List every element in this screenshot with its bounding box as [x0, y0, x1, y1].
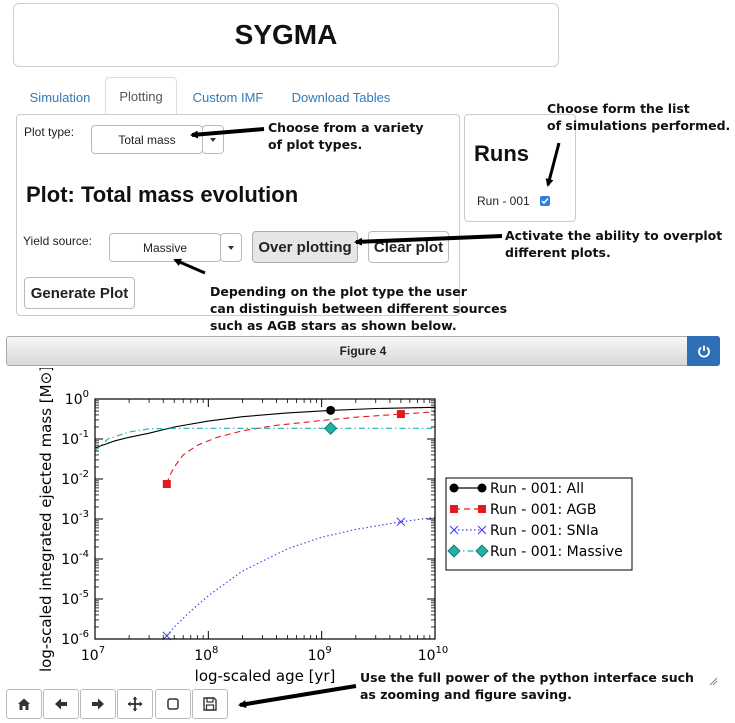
tab-download-tables[interactable]: Download Tables	[291, 89, 391, 105]
arrow-to-toolbar	[238, 684, 357, 708]
run-label: Run - 001	[477, 194, 530, 208]
arrow-to-run-checkbox	[545, 142, 561, 187]
pan-icon	[127, 696, 143, 712]
x-tick-label: 109	[308, 645, 332, 664]
legend-marker-1	[478, 505, 486, 513]
forward-button[interactable]	[80, 689, 116, 719]
home-button[interactable]	[6, 689, 42, 719]
arrow-to-plot-type	[190, 127, 265, 139]
plot-area	[95, 399, 435, 639]
chevron-down-icon	[210, 137, 216, 142]
resize-grip-icon[interactable]	[708, 676, 718, 686]
runs-heading: Runs	[474, 141, 529, 166]
y-axis-label: log-scaled integrated ejected mass [M⊙]	[37, 368, 55, 672]
zoom-rect-button[interactable]	[155, 689, 191, 719]
y-tick-label: 100	[65, 389, 89, 408]
note-plot-types: Choose from a variety of plot types.	[268, 120, 424, 152]
y-tick-label: 10-6	[61, 629, 89, 648]
plot-heading: Plot: Total mass evolution	[26, 182, 299, 207]
series-marker-0	[326, 405, 336, 415]
forward-arrow-icon	[92, 698, 104, 710]
plot-type-value: Total mass	[118, 132, 176, 147]
chevron-down-icon	[228, 245, 234, 250]
legend-marker-3	[475, 544, 489, 558]
y-tick-label: 10-2	[61, 469, 89, 488]
clear-plot-label: Clear plot	[373, 238, 444, 256]
note-python: Use the full power of the python interfa…	[360, 670, 694, 702]
legend-marker-2	[477, 525, 487, 535]
legend-marker-3	[447, 544, 461, 558]
plot-type-label: Plot type:	[24, 125, 75, 139]
series-marker-1	[162, 479, 171, 488]
arrow-to-yield-source	[173, 258, 206, 275]
generate-plot-label: Generate Plot	[30, 284, 129, 302]
y-tick-label: 10-3	[61, 509, 89, 528]
legend-label-3: Run - 001: Massive	[490, 544, 623, 560]
yield-source-value: Massive	[142, 240, 187, 255]
legend-label-1: Run - 001: AGB	[490, 502, 596, 518]
legend-marker-0	[477, 483, 487, 493]
y-tick-label: 10-5	[61, 589, 89, 608]
legend-marker-2	[449, 525, 459, 535]
clear-plot-button[interactable]: Clear plot	[368, 231, 449, 263]
series-line-1	[166, 411, 435, 485]
legend-label-0: Run - 001: All	[490, 481, 584, 497]
generate-plot-button[interactable]: Generate Plot	[24, 277, 135, 309]
arrow-to-over-plotting	[354, 234, 503, 246]
plot-controls-panel	[16, 114, 460, 316]
yield-source-label: Yield source:	[23, 234, 92, 248]
figure-title: Figure 4	[339, 344, 387, 358]
note-choose-list: Choose form the list of simulations perf…	[547, 101, 731, 133]
series-line-2	[166, 516, 435, 637]
series-marker-3	[324, 421, 338, 435]
home-icon	[18, 698, 30, 710]
y-tick-label: 10-4	[61, 549, 89, 568]
series-line-3	[95, 427, 435, 452]
x-tick-label: 107	[81, 645, 105, 664]
back-button[interactable]	[43, 689, 79, 719]
over-plotting-label: Over plotting	[258, 238, 352, 256]
series-marker-1	[396, 410, 405, 419]
x-tick-label: 108	[194, 645, 218, 664]
series-marker-2	[396, 517, 406, 527]
pan-button[interactable]	[117, 689, 153, 719]
legend-marker-1	[450, 505, 458, 513]
legend-box	[445, 477, 633, 571]
ejected-mass-chart[interactable]: 107 108 109 1010 10-6 10-5 10-4 10-3 10-2 10-1 100…	[0, 368, 735, 686]
note-overplot: Activate the ability to overplot differe…	[505, 228, 723, 260]
zoom-rect-icon	[167, 698, 179, 710]
series-line-0	[95, 406, 435, 449]
run-checkbox[interactable]	[540, 196, 550, 206]
checkmark-icon	[541, 198, 549, 205]
runs-panel	[464, 114, 576, 222]
figure-header: Figure 4	[6, 336, 720, 366]
y-tick-label: 10-1	[61, 429, 89, 448]
back-arrow-icon	[55, 698, 67, 710]
plot-frame	[94, 398, 436, 640]
note-sources: Depending on the plot type the user can …	[210, 284, 508, 333]
figure-close-button[interactable]	[687, 336, 720, 366]
app-title: SYGMA	[13, 3, 559, 67]
x-tick-label: 1010	[418, 645, 449, 664]
yield-source-select[interactable]: Massive	[109, 233, 221, 262]
power-icon	[697, 345, 710, 358]
legend-marker-0	[449, 483, 459, 493]
yield-source-dropdown-button[interactable]	[220, 233, 242, 262]
tab-simulation[interactable]: Simulation	[29, 89, 91, 105]
legend-label-2: Run - 001: SNIa	[490, 523, 599, 539]
save-icon	[203, 697, 217, 711]
over-plotting-toggle[interactable]: Over plotting	[252, 231, 358, 263]
save-button[interactable]	[192, 689, 228, 719]
tab-custom-imf[interactable]: Custom IMF	[192, 89, 264, 105]
x-axis-label: log-scaled age [yr]	[195, 667, 336, 685]
